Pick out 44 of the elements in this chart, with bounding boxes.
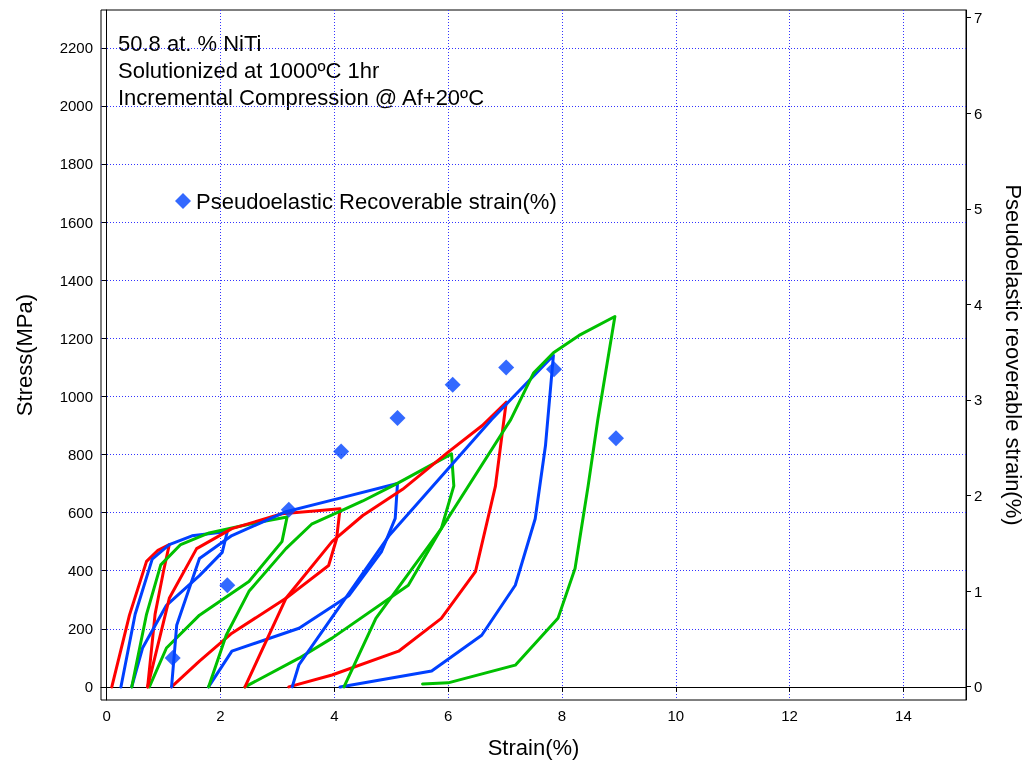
point [280, 501, 297, 518]
x-tick-label: 12 [781, 707, 798, 724]
y-tick-label: 600 [67, 504, 93, 522]
annotation: 50.8 at. % NiTi [118, 30, 262, 56]
point [389, 410, 406, 427]
x-tick-label: 0 [102, 707, 111, 724]
point [164, 649, 181, 666]
y-tick-label: 1400 [59, 271, 93, 289]
point [219, 577, 236, 594]
y-tick-label: 1000 [59, 387, 93, 405]
y-tick-label: 400 [67, 562, 93, 580]
x-tick-label: 6 [443, 707, 453, 724]
y2-tick-label: 4 [974, 295, 983, 313]
point [333, 443, 350, 460]
y-tick-label: 1800 [59, 155, 93, 173]
y-axis-title: Stress(MPa) [11, 293, 37, 417]
point [545, 361, 562, 378]
y2-tick-label: 5 [974, 200, 983, 218]
y-tick-label: 200 [67, 620, 93, 638]
point [498, 359, 515, 376]
y-tick-label: 2200 [59, 39, 93, 57]
legend-label: Pseudoelastic Recoverable strain(%) [196, 188, 557, 214]
y2-tick-label: 6 [974, 104, 983, 122]
point [444, 376, 461, 393]
x-tick-label: 8 [557, 707, 567, 724]
y-tick-label: 800 [67, 446, 93, 464]
y2-tick-label: 3 [974, 391, 983, 409]
y2-tick-label: 0 [974, 678, 983, 696]
y-tick-label: 1600 [59, 213, 93, 231]
y2-tick-label: 2 [974, 486, 983, 504]
point [608, 430, 625, 447]
x-tick-label: 2 [216, 707, 225, 724]
y-tick-label: 2000 [59, 97, 93, 115]
y2-axis-title: Pseudoelastic reoverable strain(%) [1000, 184, 1026, 526]
x-tick-label: 4 [330, 707, 339, 724]
x-tick-label: 14 [895, 707, 912, 724]
y-tick-label: 0 [84, 678, 93, 696]
y2-tick-label: 1 [974, 582, 983, 600]
y2-tick-label: 7 [974, 9, 983, 27]
y-tick-label: 1200 [59, 329, 93, 347]
annotation: Solutionized at 1000ºC 1hr [118, 57, 380, 83]
annotation: Incremental Compression @ Af+20ºC [118, 84, 485, 110]
x-tick-label: 10 [667, 707, 685, 724]
x-axis-title: Strain(%) [487, 734, 580, 760]
